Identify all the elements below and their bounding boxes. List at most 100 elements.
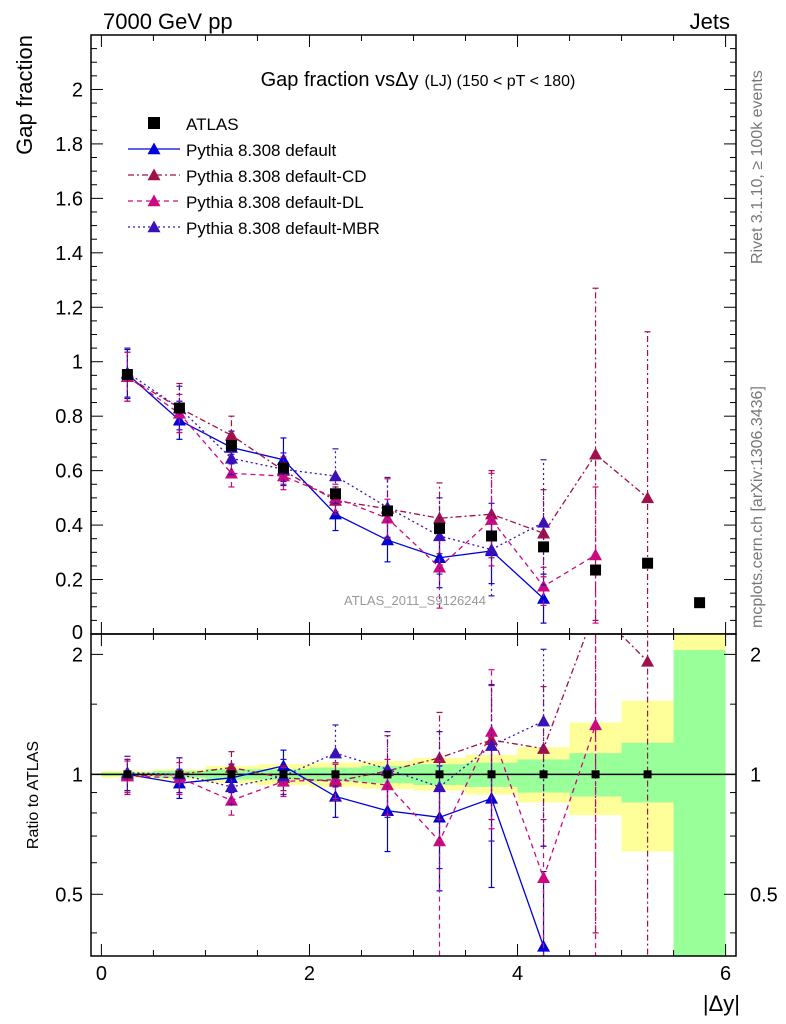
- ratio-atlas-point: [175, 770, 184, 779]
- main-series-marker: [537, 592, 551, 604]
- ratio-series-marker: [641, 654, 655, 667]
- analysis-label: ATLAS_2011_S9126244: [344, 593, 486, 608]
- ratio-atlas-point: [331, 770, 340, 779]
- main-series-marker: [589, 548, 603, 561]
- main-y-tick-label: 1.8: [55, 134, 83, 156]
- ratio-series-marker: [224, 780, 238, 793]
- ratio-series-marker: [224, 793, 238, 806]
- main-series-marker: [380, 511, 394, 524]
- main-series-marker: [641, 491, 655, 504]
- ratio-series-marker: [224, 761, 238, 773]
- ratio-atlas-point: [591, 770, 600, 779]
- category-label: Jets: [690, 9, 730, 34]
- main-series-line: [126, 373, 544, 600]
- legend-marker-1: [147, 168, 161, 181]
- ratio-y-tick-label-right: 2: [750, 644, 761, 666]
- main-series-marker: [380, 533, 394, 546]
- main-series-marker: [224, 428, 238, 441]
- main-y-tick-label: 0.4: [55, 515, 83, 537]
- ratio-series-marker: [276, 759, 290, 772]
- ratio-atlas-point: [487, 770, 496, 779]
- atlas-data-point: [694, 597, 706, 609]
- x-axis-label: |Δy|: [703, 991, 740, 1016]
- main-y-tick-label: 1: [72, 352, 83, 374]
- atlas-data-point: [277, 462, 289, 474]
- ratio-series-marker: [537, 742, 551, 754]
- ratio-series-marker: [328, 746, 342, 759]
- legend-label-0: Pythia 8.308 default: [186, 141, 337, 160]
- atlas-data-point: [538, 541, 550, 553]
- atlas-data-point: [642, 557, 654, 569]
- ratio-series-marker: [433, 780, 447, 793]
- atlas-data-point: [381, 505, 393, 517]
- x-tick-label: 2: [304, 963, 315, 985]
- ratio-y-tick-label: 1: [72, 764, 83, 786]
- atlas-data-point: [225, 440, 237, 452]
- main-y-tick-label: 1.6: [55, 188, 83, 210]
- main-series-marker: [537, 526, 551, 539]
- main-title-suffix: (LJ) (150 < pT < 180): [424, 73, 575, 90]
- ratio-atlas-data: [123, 770, 652, 779]
- atlas-data-point: [590, 564, 602, 576]
- main-y-bottom-label: 0: [72, 622, 83, 644]
- ratio-atlas-point: [643, 770, 652, 779]
- ratio-uncertainty-bands: [101, 634, 726, 956]
- x-tick-label: 0: [96, 963, 107, 985]
- ratio-atlas-point: [435, 770, 444, 779]
- main-y-tick-label: 0.8: [55, 406, 83, 428]
- inner-uncertainty-band: [673, 650, 726, 956]
- ratio-y-tick-label-right: 0.5: [750, 884, 778, 906]
- legend-atlas-label: ATLAS: [186, 115, 239, 134]
- ratio-y-tick-label-right: 1: [750, 764, 761, 786]
- main-series-0: [120, 348, 551, 624]
- ratio-atlas-point: [383, 770, 392, 779]
- atlas-data-point: [173, 402, 185, 414]
- atlas-data-point: [434, 522, 446, 534]
- main-series-line: [127, 376, 596, 588]
- ratio-atlas-point: [279, 770, 288, 779]
- ratio-series-marker: [328, 773, 342, 785]
- legend-label-2: Pythia 8.308 default-DL: [186, 193, 364, 212]
- legend: ATLAS Pythia 8.308 default Pythia 8.308 de…: [128, 115, 380, 238]
- main-series-marker: [224, 451, 238, 464]
- ratio-panel: 0.5 0.5 1 1 2 2 0 2 4 6 Ratio to ATLAS |Δy|: [25, 633, 778, 1016]
- main-series-3: [120, 347, 551, 597]
- main-series-marker: [537, 579, 551, 592]
- legend-marker-0: [147, 142, 161, 155]
- ratio-atlas-point: [539, 770, 548, 779]
- energy-label: 7000 GeV pp: [103, 9, 233, 34]
- main-plot-series: [120, 287, 706, 634]
- main-series-marker: [433, 529, 447, 542]
- ratio-series-marker: [537, 714, 551, 727]
- atlas-data-point: [329, 488, 341, 500]
- ratio-series-line: [127, 724, 597, 880]
- legend-marker-2: [147, 194, 161, 207]
- main-y-tick-label: 1.4: [55, 243, 83, 265]
- main-series-marker: [433, 560, 447, 573]
- main-y-tick-label: 1.2: [55, 297, 83, 319]
- ratio-series-2: [120, 634, 603, 956]
- main-series-marker: [537, 515, 551, 528]
- legend-label-1: Pythia 8.308 default-CD: [186, 167, 367, 186]
- x-tick-label: 4: [512, 963, 523, 985]
- ratio-series-marker: [485, 739, 499, 751]
- ratio-series-marker: [380, 778, 394, 791]
- main-y-tick-label: 0.6: [55, 461, 83, 483]
- main-series-marker: [224, 466, 238, 479]
- ratio-y-axis-label: Ratio to ATLAS: [25, 741, 42, 849]
- ratio-axis-ticks: 0.5 0.5 1 1 2 2 0 2 4 6: [55, 634, 778, 985]
- ratio-series-marker: [537, 871, 551, 883]
- main-panel: 0.2 0.4 0.6 0.8 1 1.2 1.4 1.6 1.8 2 0 Gap fraction…: [12, 34, 737, 644]
- ratio-plot-series: [120, 634, 655, 956]
- main-title: Gap fraction vsΔy (LJ) (150 < pT < 180): [261, 69, 576, 91]
- ratio-atlas-point: [227, 770, 236, 779]
- x-tick-label: 6: [720, 963, 731, 985]
- main-series-marker: [328, 469, 342, 482]
- main-series-2: [120, 351, 603, 624]
- main-y-axis-label: Gap fraction: [12, 35, 37, 155]
- legend-marker-3: [147, 220, 161, 233]
- main-atlas-data: [121, 369, 706, 609]
- ratio-y-tick-label: 0.5: [55, 884, 83, 906]
- main-y-tick-label: 2: [72, 79, 83, 101]
